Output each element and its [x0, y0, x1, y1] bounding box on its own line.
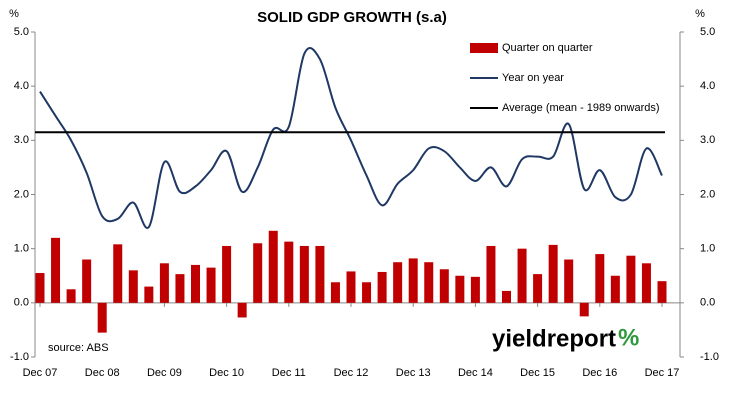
- y2-tick-label: 3.0: [700, 134, 715, 146]
- y2-tick-label: 4.0: [700, 80, 715, 92]
- y-tick-label: 5.0: [14, 26, 29, 38]
- bar: [51, 237, 61, 303]
- bar: [82, 259, 92, 303]
- x-tick-label: Dec 08: [85, 367, 120, 379]
- bar: [66, 289, 76, 303]
- bar: [284, 241, 294, 303]
- x-tick-label: Dec 17: [645, 367, 680, 379]
- bar: [159, 263, 169, 303]
- bar: [377, 271, 387, 303]
- bar: [144, 286, 154, 303]
- y2-tick-label: 0.0: [700, 297, 715, 309]
- bar: [113, 244, 123, 303]
- bar: [626, 255, 636, 303]
- y-tick-label: 3.0: [14, 134, 29, 146]
- y-tick-label: -1.0: [10, 351, 29, 363]
- logo: yieldreport: [492, 325, 616, 352]
- x-tick-label: Dec 14: [458, 367, 493, 379]
- x-tick-label: Dec 11: [272, 367, 306, 379]
- chart-title: SOLID GDP GROWTH (s.a): [257, 9, 447, 26]
- bar: [128, 270, 138, 303]
- bar: [346, 271, 356, 303]
- x-tick-label: Dec 12: [334, 367, 369, 379]
- line: [39, 47, 663, 229]
- bar: [439, 269, 449, 303]
- bar: [424, 262, 434, 303]
- y-tick-label: 4.0: [14, 80, 29, 92]
- bar: [315, 245, 325, 303]
- x-tick-label: Dec 13: [396, 367, 431, 379]
- bar: [486, 245, 496, 303]
- x-tick-label: Dec 09: [147, 367, 182, 379]
- bar: [502, 290, 511, 303]
- bar: [610, 275, 620, 303]
- bar: [97, 302, 107, 333]
- bar: [393, 262, 403, 303]
- bar: [35, 273, 45, 303]
- bar: [564, 259, 574, 303]
- logo-mark: %: [618, 324, 639, 351]
- y-unit: %: [9, 8, 19, 20]
- y2-tick-label: -1.0: [700, 351, 719, 363]
- y-tick-label: 2.0: [14, 188, 29, 200]
- bar: [175, 274, 185, 303]
- y2-tick-label: 5.0: [700, 26, 715, 38]
- x-tick-label: Dec 15: [520, 367, 555, 379]
- bar: [579, 302, 589, 317]
- y2-unit: %: [695, 8, 705, 20]
- legend-label: Year on year: [502, 72, 564, 84]
- bar: [470, 276, 480, 303]
- bar: [268, 230, 278, 303]
- bar: [408, 258, 418, 303]
- bar: [191, 264, 200, 303]
- bar: [548, 244, 558, 303]
- bar: [657, 281, 667, 303]
- y-tick-label: 0.0: [14, 297, 29, 309]
- bar: [455, 275, 465, 303]
- legend-label: Average (mean - 1989 onwards): [502, 102, 660, 114]
- bar: [222, 245, 232, 303]
- legend-label: Quarter on quarter: [502, 42, 593, 54]
- bar: [330, 282, 340, 303]
- bar: [595, 254, 605, 303]
- y2-tick-label: 1.0: [700, 243, 715, 255]
- bar: [517, 248, 527, 303]
- bar: [641, 263, 651, 303]
- bar: [362, 282, 372, 303]
- bar: [237, 302, 247, 318]
- x-tick-label: Dec 16: [582, 367, 617, 379]
- bar: [206, 267, 216, 303]
- x-tick-label: Dec 10: [209, 367, 244, 379]
- source: source: ABS: [48, 342, 109, 354]
- y2-tick-label: 2.0: [700, 188, 715, 200]
- bar: [533, 274, 543, 303]
- bar: [299, 245, 309, 303]
- bar: [253, 243, 263, 303]
- x-tick-label: Dec 07: [23, 367, 58, 379]
- legend-swatch: [470, 43, 498, 53]
- y-tick-label: 1.0: [14, 243, 29, 255]
